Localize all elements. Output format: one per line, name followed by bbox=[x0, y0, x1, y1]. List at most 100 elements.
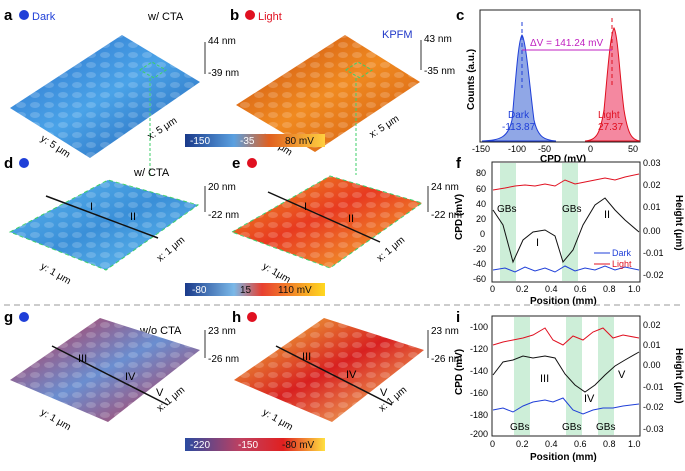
y2-tick: 0.02 bbox=[643, 320, 661, 330]
y-ticks-left: 80 60 40 20 0 -20 -40 -60 bbox=[473, 168, 486, 284]
y-axis-label: y: 1 μm bbox=[261, 407, 295, 433]
y2-tick: 0.01 bbox=[643, 340, 661, 350]
height-curve bbox=[492, 351, 640, 393]
dark-dot-icon bbox=[19, 158, 29, 168]
z-bottom: -22 nm bbox=[431, 210, 462, 221]
region-label: V bbox=[380, 387, 388, 399]
cb-min: -220 bbox=[190, 440, 210, 451]
y-tick: -40 bbox=[473, 259, 486, 269]
x-tick: -150 bbox=[472, 144, 490, 154]
y-axis-label: y: 1μm bbox=[261, 261, 293, 286]
panel-d: d w/ CTA I II 20 nm -22 nm y: 1 μm x: 1 … bbox=[4, 155, 239, 287]
y2-tick: 0.02 bbox=[643, 180, 661, 190]
cb-mid: -150 bbox=[238, 440, 258, 451]
gb-label: GBs bbox=[562, 204, 581, 215]
x-tick: 0 bbox=[490, 284, 495, 294]
cb-max: 110 mV bbox=[278, 285, 312, 296]
z-top: 23 nm bbox=[431, 326, 459, 337]
panel-letter: d bbox=[4, 155, 13, 172]
y2-tick: 0.00 bbox=[643, 360, 661, 370]
dark-curve bbox=[492, 397, 640, 415]
y-axis-label: y: 1 μm bbox=[39, 261, 73, 287]
region-label: V bbox=[618, 369, 626, 381]
region-label: III bbox=[78, 353, 87, 365]
legend-light: Light bbox=[612, 259, 632, 269]
y-axis-title: CPD (mV) bbox=[454, 194, 465, 240]
y2-tick: -0.03 bbox=[643, 424, 664, 434]
z-top: 43 nm bbox=[424, 34, 452, 45]
delta-label: ΔV = 141.24 mV bbox=[530, 38, 603, 49]
gb-band bbox=[514, 317, 530, 435]
panel-letter: a bbox=[4, 7, 13, 24]
dark-dot-icon bbox=[19, 10, 29, 20]
x-tick: -50 bbox=[538, 144, 551, 154]
light-value: 27.37 bbox=[598, 122, 623, 133]
x-ticks: 0 0.2 0.4 0.6 0.8 1.0 bbox=[490, 284, 641, 294]
y2-tick: 0.01 bbox=[643, 202, 661, 212]
panel-g: g w/o CTA III IV V 23 nm -26 nm y: 1 μm … bbox=[4, 309, 239, 433]
y-ticks-left: -100 -120 -140 -160 -180 -200 bbox=[470, 322, 488, 439]
y2-tick: -0.01 bbox=[643, 248, 664, 258]
z-top: 44 nm bbox=[208, 36, 236, 47]
dark-label: Dark bbox=[508, 110, 530, 121]
z-bottom: -26 nm bbox=[208, 354, 239, 365]
colorbar-top: -150 -35 80 mV bbox=[185, 134, 325, 147]
x-tick: 0.6 bbox=[574, 284, 587, 294]
zoom-region-box bbox=[139, 61, 167, 79]
mode-label: Light bbox=[258, 11, 282, 23]
y-tick: -60 bbox=[473, 274, 486, 284]
y-tick: -160 bbox=[470, 388, 488, 398]
y-ticks-right: 0.02 0.01 0.00 -0.01 -0.02 -0.03 bbox=[643, 320, 664, 434]
panel-letter: g bbox=[4, 309, 13, 326]
panel-letter: h bbox=[232, 309, 241, 326]
x-tick: 0.8 bbox=[603, 439, 616, 449]
cb-max: 80 mV bbox=[285, 136, 314, 147]
x-tick: 1.0 bbox=[628, 284, 641, 294]
height-curve bbox=[492, 197, 640, 264]
x-axis-label: x: 5 μm bbox=[368, 113, 402, 140]
x-tick: 0.8 bbox=[603, 284, 616, 294]
y-axis-title: CPD (mV) bbox=[454, 349, 465, 395]
x-tick: -100 bbox=[508, 144, 526, 154]
light-curve bbox=[492, 327, 640, 346]
colorbar-bot: -220 -150 -80 mV bbox=[185, 438, 325, 451]
x-ticks: 0 0.2 0.4 0.6 0.8 1.0 bbox=[490, 439, 641, 449]
region-label: III bbox=[302, 351, 311, 363]
gb-band bbox=[566, 317, 582, 435]
y-tick: -100 bbox=[470, 322, 488, 332]
cb-min: -150 bbox=[190, 136, 210, 147]
panel-h: h III IV V 23 nm -26 nm y: 1 μm x: 1 μm bbox=[232, 309, 462, 433]
z-bottom: -35 nm bbox=[424, 66, 455, 77]
region-label: II bbox=[604, 209, 610, 221]
light-label: Light bbox=[598, 110, 620, 121]
gb-band bbox=[500, 163, 516, 281]
z-top: 24 nm bbox=[431, 182, 459, 193]
y-tick: 20 bbox=[476, 214, 486, 224]
legend-dark: Dark bbox=[612, 248, 632, 258]
sample-tag: w/ CTA bbox=[147, 11, 184, 23]
line-profile bbox=[51, 345, 169, 406]
panel-letter: c bbox=[456, 7, 464, 24]
y2-tick: -0.01 bbox=[643, 382, 664, 392]
x-tick: 0.2 bbox=[516, 284, 529, 294]
x-axis-title: CPD (mV) bbox=[540, 154, 586, 165]
y-tick: 80 bbox=[476, 168, 486, 178]
x-axis-label: x: 1 μm bbox=[155, 235, 187, 265]
region-label: IV bbox=[125, 371, 136, 383]
region-label: V bbox=[156, 387, 164, 399]
panel-letter: i bbox=[456, 309, 460, 326]
gb-band bbox=[562, 163, 578, 281]
light-dot-icon bbox=[245, 10, 255, 20]
panel-letter: b bbox=[230, 7, 239, 24]
x-tick: 0.4 bbox=[545, 439, 558, 449]
x-axis-label: x: 5 μm bbox=[146, 115, 180, 142]
x-tick: 50 bbox=[628, 144, 638, 154]
zoom-region-box bbox=[345, 61, 373, 79]
dark-value: -113.87 bbox=[502, 122, 536, 133]
y-tick: 0 bbox=[480, 229, 485, 239]
gb-label: GBs bbox=[562, 422, 581, 433]
y2-tick: 0.03 bbox=[643, 158, 661, 168]
panel-c: c ΔV = 141.24 mV Dark -113.87 Light 27.3… bbox=[456, 7, 641, 165]
region-label: III bbox=[540, 373, 549, 385]
cb-mid: -35 bbox=[240, 136, 255, 147]
